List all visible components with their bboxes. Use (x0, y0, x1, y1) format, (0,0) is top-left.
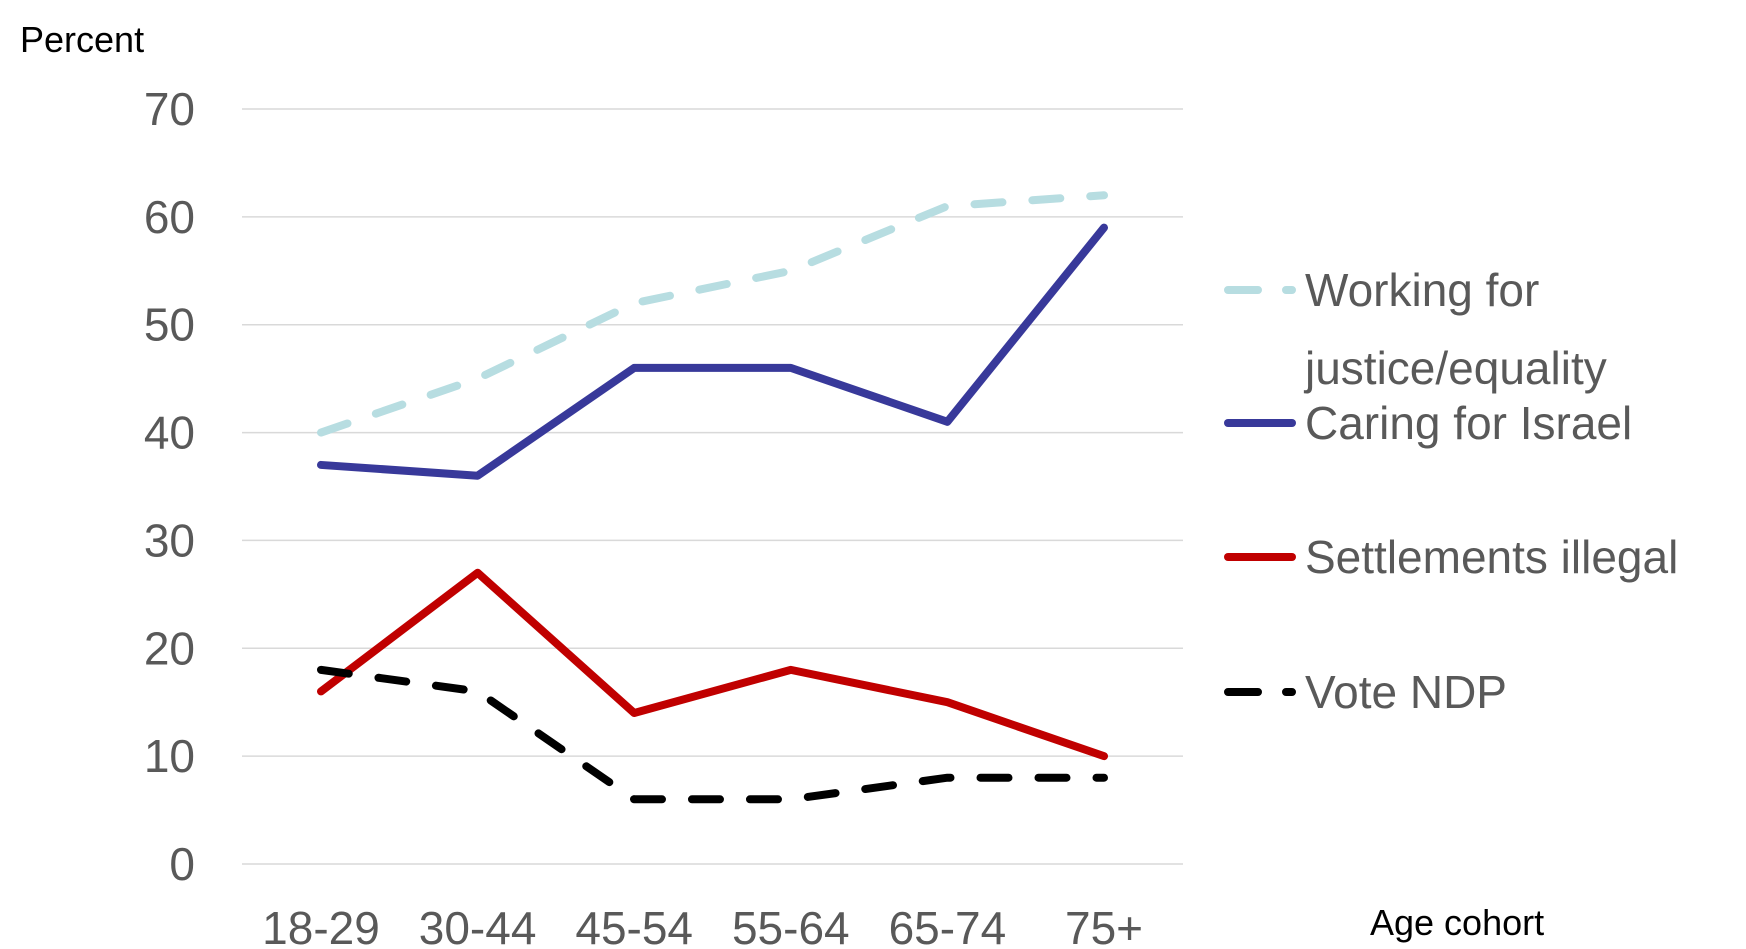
y-axis-title: Percent (20, 19, 144, 60)
y-tick-label: 30 (144, 514, 195, 566)
legend-label-2: Settlements illegal (1305, 531, 1678, 583)
y-tick-label: 50 (144, 299, 195, 351)
legend-label-1: Caring for Israel (1305, 397, 1632, 449)
y-tick-label: 40 (144, 407, 195, 459)
gridlines (242, 108, 1183, 865)
y-axis-ticks: 0 10 20 30 40 50 60 70 (144, 83, 195, 890)
legend-label-0: Working for justice/equality (1303, 264, 1607, 394)
legend-label-3: Vote NDP (1305, 666, 1507, 718)
x-axis-ticks: 18-29 30-44 45-54 55-64 65-74 75+ (262, 902, 1143, 949)
x-tick-label: 65-74 (889, 902, 1007, 949)
x-tick-label: 30-44 (419, 902, 537, 949)
y-tick-label: 20 (144, 622, 195, 674)
x-axis-title: Age cohort (1370, 902, 1544, 943)
series-line-1 (317, 223, 1108, 480)
y-tick-label: 0 (169, 838, 195, 890)
series-lines (317, 191, 1108, 804)
series-line-0 (317, 191, 1108, 437)
series-line-3 (317, 665, 1108, 804)
x-tick-label: 75+ (1065, 902, 1143, 949)
x-tick-label: 18-29 (262, 902, 380, 949)
y-tick-label: 60 (144, 191, 195, 243)
y-tick-label: 70 (144, 83, 195, 135)
series-line-2 (317, 568, 1108, 761)
x-tick-label: 45-54 (575, 902, 693, 949)
x-tick-label: 55-64 (732, 902, 850, 949)
y-tick-label: 10 (144, 730, 195, 782)
